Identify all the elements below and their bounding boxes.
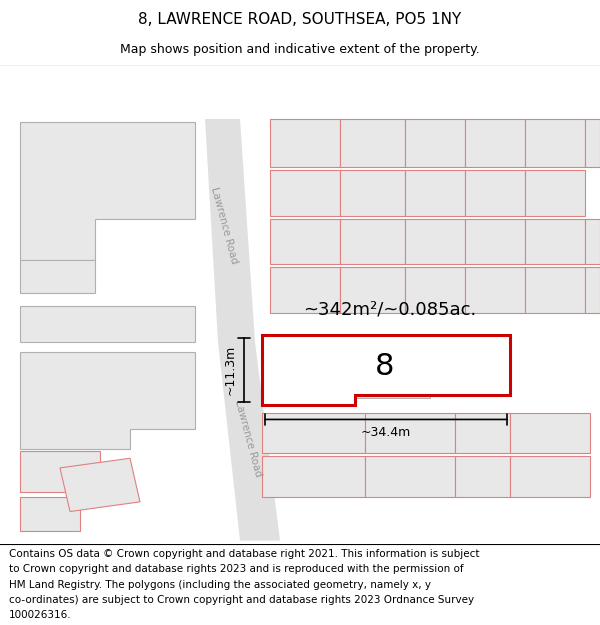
Polygon shape bbox=[20, 122, 195, 259]
Polygon shape bbox=[405, 219, 465, 264]
Text: Lawrence Road: Lawrence Road bbox=[209, 186, 239, 265]
Polygon shape bbox=[340, 219, 405, 264]
Polygon shape bbox=[465, 219, 525, 264]
Text: Contains OS data © Crown copyright and database right 2021. This information is : Contains OS data © Crown copyright and d… bbox=[9, 549, 479, 559]
Polygon shape bbox=[262, 412, 365, 453]
Text: 8, LAWRENCE ROAD, SOUTHSEA, PO5 1NY: 8, LAWRENCE ROAD, SOUTHSEA, PO5 1NY bbox=[139, 12, 461, 27]
Polygon shape bbox=[405, 268, 465, 313]
Polygon shape bbox=[60, 458, 140, 511]
Text: 8: 8 bbox=[375, 352, 395, 381]
Polygon shape bbox=[465, 119, 525, 168]
Polygon shape bbox=[525, 171, 585, 216]
Polygon shape bbox=[405, 171, 465, 216]
Text: ~11.3m: ~11.3m bbox=[223, 345, 236, 395]
Polygon shape bbox=[525, 119, 585, 168]
Polygon shape bbox=[365, 412, 455, 453]
Polygon shape bbox=[270, 119, 340, 168]
Polygon shape bbox=[268, 340, 430, 398]
Polygon shape bbox=[270, 268, 340, 313]
Text: to Crown copyright and database rights 2023 and is reproduced with the permissio: to Crown copyright and database rights 2… bbox=[9, 564, 464, 574]
Polygon shape bbox=[510, 412, 590, 453]
Polygon shape bbox=[262, 335, 510, 405]
Polygon shape bbox=[455, 456, 510, 497]
Polygon shape bbox=[585, 219, 600, 264]
Polygon shape bbox=[20, 497, 80, 531]
Text: Lawrence Road: Lawrence Road bbox=[233, 399, 263, 478]
Polygon shape bbox=[340, 119, 405, 168]
Polygon shape bbox=[365, 456, 455, 497]
Polygon shape bbox=[20, 352, 195, 449]
Polygon shape bbox=[218, 342, 280, 541]
Text: HM Land Registry. The polygons (including the associated geometry, namely x, y: HM Land Registry. The polygons (includin… bbox=[9, 579, 431, 589]
Polygon shape bbox=[205, 119, 255, 342]
Polygon shape bbox=[20, 306, 195, 342]
Polygon shape bbox=[262, 456, 365, 497]
Polygon shape bbox=[340, 268, 405, 313]
Text: ~342m²/~0.085ac.: ~342m²/~0.085ac. bbox=[304, 301, 476, 319]
Text: Map shows position and indicative extent of the property.: Map shows position and indicative extent… bbox=[120, 43, 480, 56]
Text: ~34.4m: ~34.4m bbox=[361, 426, 411, 439]
Polygon shape bbox=[525, 219, 585, 264]
Polygon shape bbox=[270, 171, 340, 216]
Polygon shape bbox=[510, 456, 590, 497]
Text: co-ordinates) are subject to Crown copyright and database rights 2023 Ordnance S: co-ordinates) are subject to Crown copyr… bbox=[9, 594, 474, 604]
Polygon shape bbox=[20, 451, 100, 492]
Polygon shape bbox=[455, 412, 510, 453]
Polygon shape bbox=[270, 219, 340, 264]
Text: 100026316.: 100026316. bbox=[9, 609, 71, 619]
Polygon shape bbox=[20, 259, 95, 293]
Polygon shape bbox=[465, 171, 525, 216]
Polygon shape bbox=[405, 119, 465, 168]
Polygon shape bbox=[585, 268, 600, 313]
Polygon shape bbox=[340, 171, 405, 216]
Polygon shape bbox=[585, 119, 600, 168]
Polygon shape bbox=[465, 268, 525, 313]
Polygon shape bbox=[525, 268, 585, 313]
